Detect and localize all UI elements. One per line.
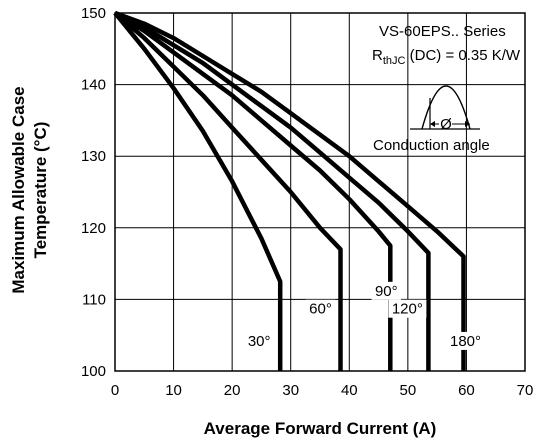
x-tick-label: 40 (341, 382, 358, 399)
series-line (114, 10, 431, 371)
series-line (114, 10, 466, 371)
x-tick-label: 50 (400, 382, 417, 399)
y-axis-title-line1: Maximum Allowable Case (9, 86, 28, 293)
plot-frame (114, 12, 526, 372)
x-tick-label: 10 (165, 382, 182, 399)
x-axis-title: Average Forward Current (A) (204, 419, 437, 438)
phi-symbol: Ø (440, 116, 452, 133)
series-label: 120° (392, 301, 423, 318)
series-label-bg (305, 299, 336, 318)
x-tick-label: 60 (458, 382, 475, 399)
series-label-bg (371, 281, 402, 300)
series-layer (113, 10, 466, 371)
conduction-angle-waveform-icon (410, 85, 480, 130)
x-tick-label: 0 (111, 382, 119, 399)
series-line (113, 11, 283, 371)
series-label: 60° (309, 301, 332, 318)
series-title: VS-60EPS.. Series (379, 23, 506, 40)
y-tick-label: 100 (81, 363, 106, 380)
series-line (113, 11, 343, 371)
y-tick-label: 150 (81, 5, 106, 22)
series-label: 180° (450, 333, 481, 350)
x-tick-label: 30 (282, 382, 299, 399)
thermal-resistance-label: RthJC (DC) = 0.35 K/W (372, 47, 521, 67)
y-tick-label: 130 (81, 148, 106, 165)
y-tick-label: 120 (81, 220, 106, 237)
series-labels: 30° 60° 90°120° 180° (244, 281, 485, 350)
series-line (113, 11, 393, 371)
series-label-bg (388, 299, 427, 318)
series-label: 90° (375, 283, 398, 300)
conduction-angle-label: Conduction angle (373, 137, 490, 154)
y-axis-title-line2: Temperature (°C) (31, 122, 50, 259)
series-label-bg (244, 331, 274, 350)
x-tick-label: 70 (517, 382, 534, 399)
series-label: 30° (248, 333, 271, 350)
y-tick-label: 140 (81, 77, 106, 94)
series-label-bg (446, 331, 485, 350)
y-tick-label: 110 (82, 291, 106, 308)
tick-labels: 0 10 20 30 40 50 60 70 100 110 120 130 140 150 (81, 5, 533, 399)
x-tick-label: 20 (224, 382, 241, 399)
